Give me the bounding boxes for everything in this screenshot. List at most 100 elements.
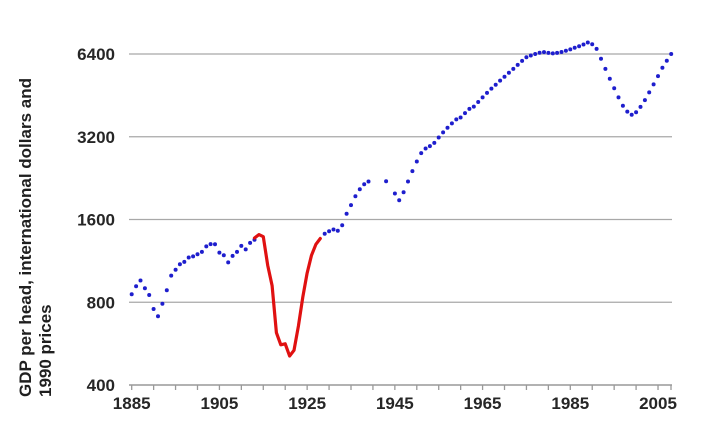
data-point-1937: [357, 187, 362, 192]
data-point-1929: [322, 231, 327, 236]
data-point-2006: [660, 65, 665, 70]
data-point-1969: [498, 78, 503, 83]
data-point-1958: [449, 121, 454, 126]
data-point-1905: [217, 250, 222, 255]
data-point-1896: [177, 262, 182, 267]
data-point-1909: [235, 249, 239, 254]
data-point-1980: [546, 50, 551, 55]
data-point-1992: [599, 56, 603, 61]
data-point-1974: [520, 58, 525, 63]
data-point-1997: [620, 103, 625, 108]
data-point-1894: [169, 273, 174, 278]
data-point-1904: [213, 242, 217, 247]
data-point-1993: [603, 66, 608, 71]
data-point-1991: [594, 46, 599, 51]
data-point-1891: [156, 314, 160, 319]
data-point-1951: [419, 151, 424, 156]
data-point-1952: [423, 146, 428, 151]
data-point-1989: [585, 40, 590, 45]
data-point-1996: [616, 95, 621, 100]
data-point-2005: [656, 74, 660, 79]
data-point-1976: [528, 53, 533, 58]
data-point-1988: [581, 42, 586, 47]
y-axis-label-line1: GDP per head, international dollars and: [16, 78, 35, 397]
data-point-1932: [335, 228, 340, 233]
data-point-1999: [629, 112, 634, 117]
data-point-1943: [384, 179, 389, 184]
data-point-1910: [239, 243, 244, 248]
data-point-1962: [467, 106, 472, 111]
data-point-1903: [208, 242, 213, 247]
data-point-2001: [638, 104, 643, 109]
data-point-1986: [572, 45, 577, 50]
data-point-1982: [555, 50, 560, 55]
data-point-1984: [563, 48, 568, 53]
x-tick-label-1905: 1905: [201, 394, 239, 413]
data-point-1935: [349, 203, 353, 208]
x-tick-label-1985: 1985: [551, 394, 589, 413]
data-point-1885: [129, 292, 134, 297]
data-point-1939: [366, 179, 371, 184]
data-point-1938: [362, 182, 367, 187]
data-point-1977: [533, 52, 538, 56]
y-tick-label-1600: 1600: [77, 211, 115, 230]
data-point-1959: [454, 117, 459, 122]
data-point-2008: [669, 52, 674, 56]
data-point-1966: [485, 90, 489, 95]
data-point-1946: [397, 198, 402, 203]
data-point-1901: [199, 249, 204, 254]
data-point-1954: [432, 140, 437, 145]
data-point-1983: [559, 50, 564, 54]
data-point-1933: [340, 223, 345, 228]
data-point-1953: [427, 144, 432, 149]
data-point-1964: [476, 100, 481, 104]
data-point-1931: [331, 227, 336, 232]
data-point-1985: [568, 47, 573, 52]
data-point-1960: [458, 115, 463, 120]
data-point-2007: [664, 58, 669, 63]
data-point-1889: [147, 293, 152, 297]
x-tick-label-1965: 1965: [464, 394, 502, 413]
data-point-2002: [642, 98, 647, 103]
data-point-1972: [511, 66, 516, 71]
data-point-1907: [226, 260, 231, 265]
y-tick-label-6400: 6400: [77, 45, 115, 64]
data-point-1948: [406, 179, 410, 184]
y-tick-label-3200: 3200: [77, 128, 115, 147]
data-point-1890: [151, 307, 156, 311]
data-point-1886: [134, 284, 139, 289]
data-point-1892: [160, 301, 165, 306]
data-point-2004: [651, 82, 656, 87]
x-tick-label-1925: 1925: [288, 394, 326, 413]
data-point-1965: [480, 95, 485, 100]
data-point-1955: [436, 135, 441, 140]
data-point-1978: [537, 50, 542, 55]
data-point-1897: [182, 259, 187, 264]
data-point-1957: [445, 125, 450, 130]
data-point-1949: [410, 169, 415, 174]
data-point-1968: [493, 82, 498, 87]
x-tick-label-2005: 2005: [639, 394, 677, 413]
data-point-1975: [524, 55, 529, 60]
data-point-1998: [625, 109, 630, 114]
data-point-1911: [243, 247, 248, 252]
data-point-1893: [164, 288, 169, 293]
data-point-1887: [138, 278, 143, 283]
x-tick-label-1945: 1945: [376, 394, 414, 413]
y-axis-label: GDP per head, international dollars and …: [16, 37, 56, 397]
data-point-1963: [471, 104, 476, 109]
data-point-1930: [327, 229, 332, 234]
data-point-1981: [550, 51, 555, 56]
data-point-1967: [489, 86, 494, 91]
data-point-1994: [607, 76, 612, 81]
data-point-1888: [142, 286, 147, 291]
data-point-1900: [195, 252, 200, 257]
data-point-1902: [204, 244, 209, 249]
data-point-1912: [248, 240, 253, 245]
data-point-1990: [590, 42, 595, 47]
x-tick-label-1885: 1885: [113, 394, 151, 413]
data-point-1898: [186, 255, 191, 260]
y-axis-label-line2: 1990 prices: [36, 304, 55, 397]
data-point-1971: [506, 70, 511, 75]
